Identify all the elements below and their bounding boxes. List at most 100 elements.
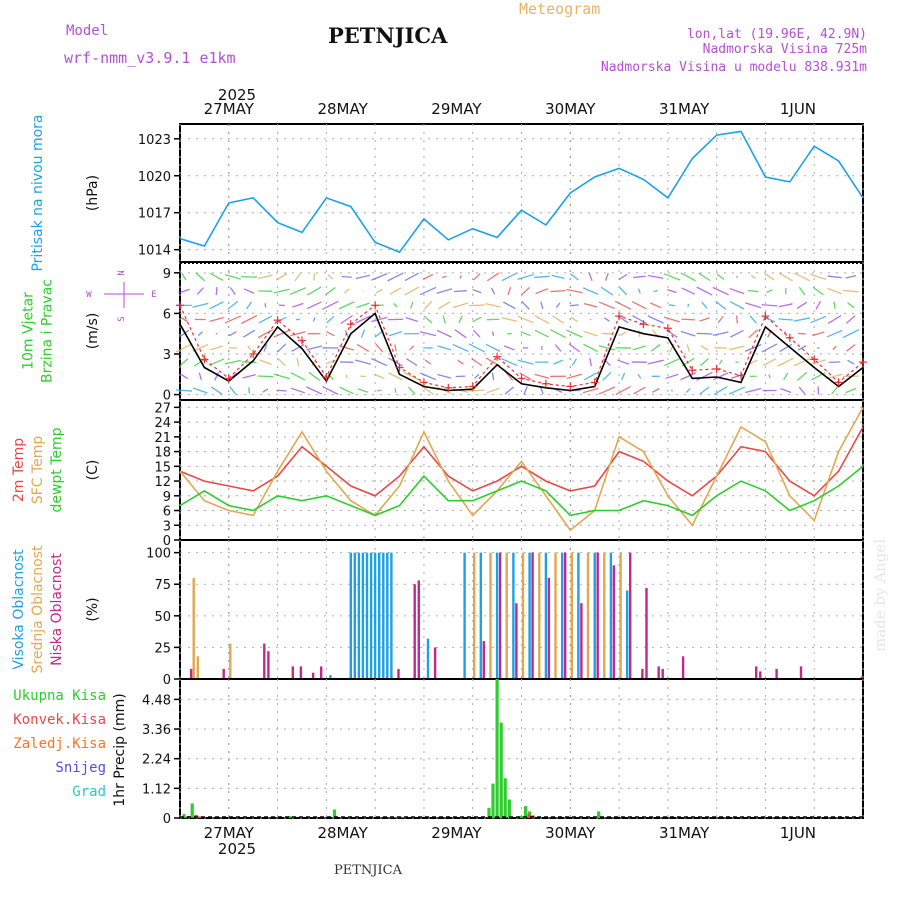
conv-precip-bar: [401, 817, 405, 818]
high-cloud-bar: [369, 552, 373, 679]
wind-arrow: [589, 318, 592, 321]
wind-arrow: [632, 345, 647, 351]
wind-arrow: [458, 315, 463, 324]
lonlat-label: lon,lat (19.96E, 42.9N): [687, 27, 867, 42]
low-cloud-bar: [681, 656, 685, 679]
wind-arrow: [306, 386, 323, 395]
high-cloud-bar: [626, 590, 629, 679]
wind-arrow: [273, 373, 290, 380]
wind-arrow: [729, 287, 745, 295]
wind-arrow: [388, 331, 403, 337]
wind-arrow: [663, 316, 680, 323]
low-cloud-bar: [413, 584, 416, 679]
wind-arrow: [180, 373, 189, 380]
wind-arrow: [424, 359, 432, 365]
wind-arrow: [469, 389, 485, 392]
wind-arrow: [665, 373, 679, 379]
wind-arrow: [778, 303, 793, 308]
wind-arrow: [842, 329, 860, 339]
wind-arrow: [637, 373, 642, 379]
wind-arrow: [521, 300, 530, 310]
y-tick-label: 25: [154, 641, 171, 656]
panel-unit-label: (%): [85, 597, 101, 621]
wind-arrow: [468, 304, 485, 307]
wind-arrow: [570, 316, 578, 323]
wind-arrow: [437, 373, 452, 379]
wind-arrow: [618, 273, 628, 280]
total-precip-bar: [491, 783, 495, 818]
wind-arrow: [614, 300, 632, 310]
wind-arrow: [810, 359, 826, 365]
wind-arrow: [241, 361, 257, 364]
high-cloud-bar: [495, 552, 499, 679]
y-tick-label: 3.36: [142, 723, 171, 738]
wind-arrow: [198, 372, 202, 381]
wind-arrow: [360, 375, 366, 378]
wind-arrow: [588, 272, 593, 282]
panel-ylabel: Pritisak na nivou mora: [30, 114, 46, 271]
wind-arrow: [228, 331, 237, 337]
wind-arrow: [826, 373, 843, 380]
wind-arrow: [472, 288, 482, 294]
wind-panel: 0 3 6 9 10m Vjetar Brzina i Pravac (m/s) N W E S: [21, 261, 867, 404]
wind-arrow: [686, 344, 690, 352]
wind-arrow: [681, 318, 696, 321]
mid-cloud-bar: [473, 552, 476, 679]
mid-cloud-bar: [521, 552, 525, 679]
wind-arrow: [264, 303, 267, 308]
wind-arrow: [582, 387, 599, 394]
wind-arrow: [551, 274, 565, 280]
wind-arrow: [815, 301, 822, 310]
low-cloud-bar: [641, 668, 644, 679]
high-cloud-bar: [544, 552, 548, 679]
low-cloud-bar: [189, 668, 193, 679]
wind-arrow: [501, 317, 518, 322]
panel-frame: [179, 678, 864, 819]
low-cloud-bar: [291, 666, 294, 679]
top-year-label: 2025: [218, 86, 256, 104]
wind-arrow: [718, 359, 723, 365]
y-tick-label: 4.48: [142, 693, 171, 708]
wind-arrow: [747, 289, 759, 293]
low-cloud-bar: [657, 666, 660, 679]
mid-cloud-bar: [192, 577, 195, 679]
high-cloud-bar: [561, 552, 564, 679]
wind-arrow: [290, 372, 306, 381]
mid-cloud-bar: [505, 552, 508, 679]
wind-arrow: [306, 301, 322, 310]
wind-arrow: [388, 372, 403, 381]
bottom-day-label: 1JUN: [780, 824, 816, 842]
wind-arrow: [277, 358, 286, 367]
wind-arrow: [745, 387, 762, 394]
wind-arrow: [766, 289, 773, 294]
mid-cloud-bar: [570, 552, 573, 679]
wind-arrow: [668, 304, 676, 307]
mid-cloud-bar: [619, 552, 622, 679]
wind-arrow: [663, 273, 681, 281]
wind-arrow: [845, 275, 857, 279]
wind-arrow: [290, 331, 306, 337]
wind-arrow: [534, 373, 550, 379]
wind-arrow: [582, 287, 599, 295]
bottom-day-label: 31MAY: [659, 824, 710, 842]
wind-arrow: [375, 343, 384, 353]
wind-arrow: [749, 315, 757, 324]
wind-arrow: [486, 387, 500, 394]
wind-arrow: [209, 301, 224, 310]
wind-arrow: [341, 275, 352, 278]
wind-arrow: [387, 272, 404, 282]
panel-ylabel: Niska Oblacnost: [49, 553, 65, 666]
wind-arrow: [371, 316, 388, 323]
wind-arrow: [179, 329, 190, 338]
wind-arrow: [241, 314, 258, 325]
wind-arrow: [454, 329, 467, 339]
panel-ylabel: 2m Temp: [11, 438, 27, 502]
footer-station: PETNJICA: [334, 863, 403, 878]
low-cloud-bar: [799, 666, 803, 679]
y-tick-label: 100: [146, 547, 171, 562]
wind-arrow: [405, 317, 419, 322]
wind-arrow: [664, 358, 680, 367]
wind-arrow: [745, 302, 762, 309]
wind-arrow: [744, 343, 762, 352]
